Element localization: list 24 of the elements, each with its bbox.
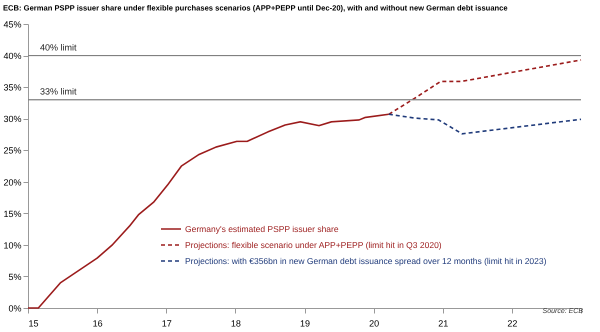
x-tick-label: 20 [369,318,380,328]
legend-label: Projections: with €356bn in new German debt issuance spread over 12 months (limit hit in 2023) [185,256,547,266]
y-tick-label: 25% [3,146,22,156]
y-tick-label: 30% [3,114,22,124]
y-tick-label: 10% [3,240,22,250]
legend-label: Germany's estimated PSPP issuer share [185,224,339,234]
x-tick-label: 16 [92,318,103,328]
x-tick-label: 18 [230,318,241,328]
y-tick-label: 35% [3,82,22,93]
y-tick-label: 15% [3,208,22,219]
x-tick-label: 15 [28,318,39,328]
line-series [388,113,582,135]
y-tick-label: 0% [8,304,22,314]
ref-line-label: 40% limit [40,42,78,53]
x-tick-label: 22 [507,318,518,328]
y-tick-label: 40% [3,51,22,62]
x-tick-label: 21 [438,318,448,328]
y-tick-label: 45% [3,20,22,30]
x-tick-label: 19 [300,318,310,328]
x-tick-label: 17 [162,318,172,328]
y-tick-label: 5% [8,272,22,282]
y-tick-label: 20% [3,177,22,188]
legend-label: Projections: flexible scenario under APP+PEPP (limit hit in Q3 2020) [185,240,442,250]
ref-line-label: 33% limit [40,86,78,97]
